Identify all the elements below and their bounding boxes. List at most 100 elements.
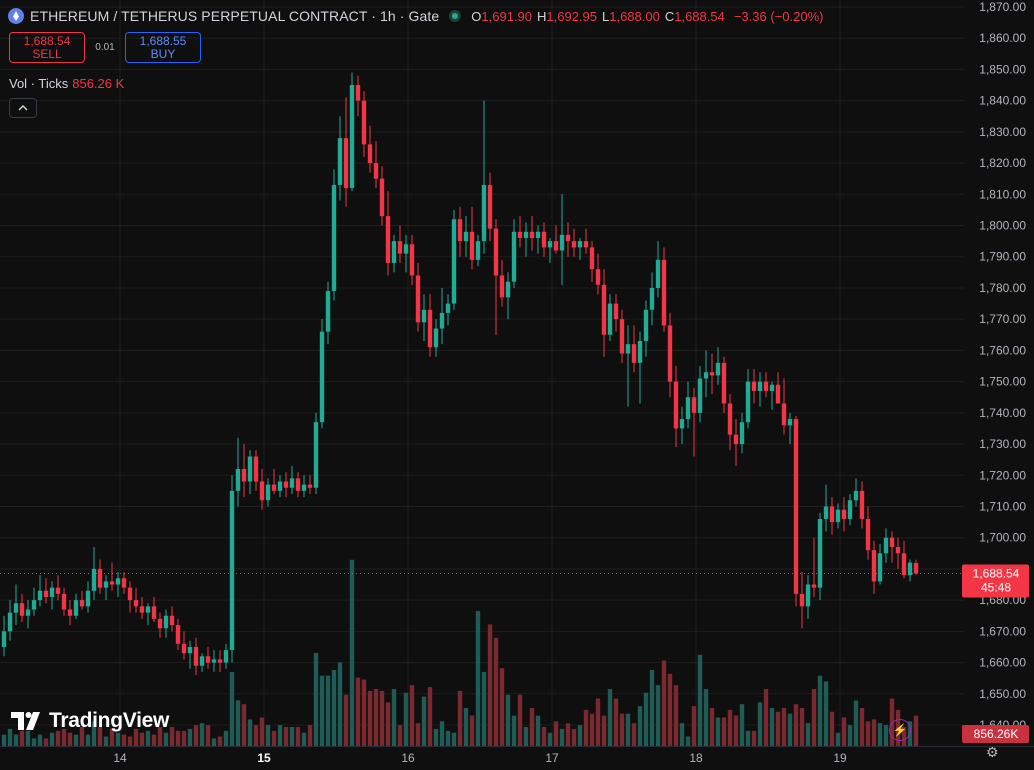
candle-body (877, 553, 883, 582)
volume-bar (283, 727, 289, 746)
market-status-icon[interactable] (449, 10, 462, 22)
candle-body (253, 456, 259, 482)
volume-bar (673, 685, 679, 746)
volume-bar (415, 723, 421, 746)
ohlc-low: L1,688.00 (602, 9, 660, 24)
collapse-legend-button[interactable] (9, 98, 37, 118)
candle-body (505, 281, 511, 298)
volume-bar (841, 717, 847, 746)
volume-bar (487, 624, 493, 746)
volume-bar (91, 721, 97, 746)
price-axis[interactable]: 1,640.001,650.001,660.001,670.001,680.00… (979, 0, 1026, 732)
volume-bar (7, 728, 13, 746)
volume-bar (199, 723, 205, 746)
volume-bar (145, 730, 151, 746)
volume-legend[interactable]: Vol · Ticks 856.26 K (9, 76, 124, 91)
last-volume-box (962, 725, 1029, 743)
candle-body (7, 612, 13, 632)
volume-bar (439, 721, 445, 746)
volume-bar (217, 736, 223, 746)
candle-body (349, 85, 355, 189)
time-axis[interactable]: 14 15 16 17 18 19 (0, 746, 1034, 766)
volume-bar (679, 723, 685, 746)
buy-button[interactable]: 1,688.55 BUY (125, 32, 201, 63)
tradingview-icon (11, 712, 40, 730)
candle-body (121, 578, 127, 588)
volume-bar (715, 717, 721, 746)
candle-body (715, 362, 721, 376)
candle-body (757, 381, 763, 391)
ohlc-value: 1,692.95 (546, 8, 597, 24)
tradingview-logo[interactable]: TradingView (11, 709, 169, 733)
volume-bar (763, 689, 769, 746)
candle-body (277, 481, 283, 491)
candlesticks (1, 72, 919, 676)
volume-bar (211, 738, 217, 746)
volume-bar (721, 717, 727, 746)
volume-bar (187, 728, 193, 746)
volume-bar (769, 708, 775, 746)
gear-icon[interactable]: ⚙ (986, 744, 999, 760)
volume-bar (775, 711, 781, 746)
x-tick-label: 16 (401, 751, 415, 765)
countdown-value: 45:48 (981, 580, 1011, 594)
candle-body (31, 600, 37, 610)
y-tick-label: 1,710.00 (979, 499, 1026, 513)
candle-body (313, 422, 319, 488)
candle-body (247, 456, 253, 482)
candle-body (115, 578, 121, 585)
candle-body (157, 618, 163, 629)
last-price-label: 1,688.54 45:48 (962, 564, 1029, 598)
candle-body (763, 381, 769, 391)
candle-body (487, 184, 493, 229)
volume-bar (379, 690, 385, 746)
symbol-title[interactable]: ETHEREUM / TETHERUS PERPETUAL CONTRACT ·… (30, 8, 440, 24)
candle-body (619, 319, 625, 354)
candle-body (583, 241, 589, 248)
ohlc-key: O (471, 8, 482, 24)
candle-body (199, 656, 205, 666)
volume-bar (403, 692, 409, 746)
candle-body (37, 590, 43, 601)
volume-bar (151, 734, 157, 746)
candle-body (109, 581, 115, 585)
sell-button[interactable]: 1,688.54 SELL (9, 32, 85, 63)
candle-body (259, 481, 265, 501)
candle-body (769, 384, 775, 391)
volume-bar (577, 725, 583, 746)
volume-bar (205, 725, 211, 746)
candle-body (457, 219, 463, 242)
chevron-up-icon (18, 105, 28, 111)
candle-body (145, 606, 151, 613)
candle-body (337, 138, 343, 185)
candle-body (391, 241, 397, 263)
candle-body (439, 312, 445, 329)
volume-bar (799, 708, 805, 746)
candle-body (85, 590, 91, 607)
volume-bar (79, 727, 85, 746)
candle-body (883, 537, 889, 554)
volume-bar (829, 711, 835, 746)
candle-body (571, 241, 577, 248)
volume-bar (559, 728, 565, 746)
last-price-box (962, 564, 1029, 598)
candle-body (823, 506, 829, 519)
candle-body (547, 241, 553, 248)
candle-body (787, 419, 793, 426)
volume-bar (619, 713, 625, 746)
candle-body (685, 397, 691, 420)
last-volume-label: 856.26K (962, 725, 1029, 743)
candle-body (589, 247, 595, 270)
volume-bar (595, 698, 601, 746)
volume-bar (823, 681, 829, 746)
candle-body (535, 231, 541, 239)
y-tick-label: 1,670.00 (979, 624, 1026, 638)
sell-price: 1,688.54 (23, 33, 71, 48)
candle-body (661, 259, 667, 326)
lightning-icon[interactable]: ⚡ (889, 719, 911, 741)
candle-body (301, 484, 307, 491)
volume-bar (793, 704, 799, 746)
candle-body (289, 478, 295, 488)
volume-bar (1, 734, 7, 746)
